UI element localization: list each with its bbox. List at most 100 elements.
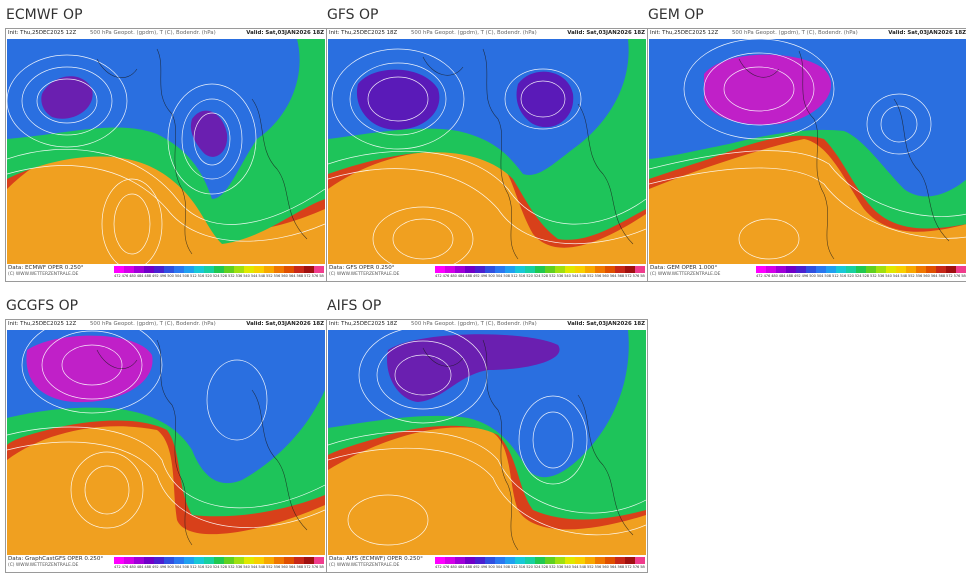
- color-scale-bar: [435, 266, 645, 273]
- color-scale-swatch: [535, 557, 546, 564]
- isobar-lines: [7, 54, 325, 264]
- color-scale-swatch: [766, 266, 777, 273]
- forecast-map[interactable]: Init: Thu,25DEC2025 18Z 500 hPa Geopot. …: [326, 28, 648, 282]
- coastlines: [422, 48, 634, 260]
- color-scale-swatch: [164, 557, 175, 564]
- color-scale-swatch: [545, 266, 556, 273]
- map-plot: [7, 330, 325, 555]
- color-scale-swatch: [184, 266, 195, 273]
- field-description: 500 hPa Geopot. (gpdm), T (C), Bodendr. …: [732, 30, 858, 36]
- map-plot: [328, 39, 646, 264]
- color-scale-swatch: [314, 266, 324, 273]
- valid-time: Valid: Sat,03JAN2026 18Z: [246, 30, 324, 36]
- color-scale-swatch: [505, 266, 516, 273]
- color-scale-bar: [435, 557, 645, 564]
- cold-region: [356, 69, 574, 130]
- valid-time: Valid: Sat,03JAN2026 18Z: [888, 30, 966, 36]
- init-time: Init: Thu,25DEC2025 18Z: [329, 30, 398, 36]
- color-scale-swatch: [605, 557, 616, 564]
- color-scale-swatch: [535, 266, 546, 273]
- color-scale-swatch: [786, 266, 797, 273]
- color-scale-swatch: [194, 557, 205, 564]
- color-scale-swatch: [124, 266, 135, 273]
- color-scale-swatch: [304, 266, 315, 273]
- valid-time: Valid: Sat,03JAN2026 18Z: [567, 321, 645, 327]
- map-footer: Data: AIFS (ECMWF) OPER 0.250° (C) WWW.W…: [327, 556, 647, 572]
- color-scale-swatch: [806, 266, 817, 273]
- color-scale-swatch: [475, 557, 486, 564]
- map-image: [7, 330, 325, 555]
- color-scale-swatch: [475, 266, 486, 273]
- color-scale-swatch: [204, 266, 215, 273]
- isobar-lines: [328, 330, 646, 546]
- color-scale-swatch: [485, 557, 496, 564]
- color-scale-swatch: [585, 557, 596, 564]
- color-scale-swatch: [595, 557, 606, 564]
- color-scale-swatch: [214, 557, 225, 564]
- color-scale-swatch: [274, 266, 285, 273]
- map-plot: [328, 330, 646, 555]
- init-time: Init: Thu,25DEC2025 12Z: [8, 321, 77, 327]
- website-credit: (C) WWW.WETTERZENTRALE.DE: [8, 563, 79, 568]
- color-scale-swatch: [956, 266, 966, 273]
- coastlines: [738, 50, 950, 260]
- map-header: Init: Thu,25DEC2025 12Z 500 hPa Geopot. …: [650, 30, 966, 39]
- color-scale-swatch: [836, 266, 847, 273]
- valid-time: Valid: Sat,03JAN2026 18Z: [567, 30, 645, 36]
- map-footer: Data: GraphCastGFS OPER 0.250° (C) WWW.W…: [6, 556, 326, 572]
- color-scale-swatch: [154, 266, 165, 273]
- forecast-map[interactable]: Init: Thu,25DEC2025 12Z 500 hPa Geopot. …: [5, 319, 327, 573]
- panel-title: GEM OP: [648, 7, 704, 23]
- color-scale-swatch: [585, 266, 596, 273]
- color-scale-swatch: [294, 266, 305, 273]
- color-scale-swatch: [635, 266, 645, 273]
- color-scale-swatch: [234, 266, 245, 273]
- coastlines: [96, 48, 308, 255]
- color-scale-swatch: [826, 266, 837, 273]
- color-scale-swatch: [224, 557, 235, 564]
- color-scale-swatch: [545, 557, 556, 564]
- color-scale-swatch: [254, 557, 265, 564]
- coastlines: [422, 339, 634, 551]
- color-scale-swatch: [936, 266, 947, 273]
- panel-title: ECMWF OP: [6, 7, 83, 23]
- color-scale-swatch: [244, 266, 255, 273]
- color-scale-swatch: [565, 266, 576, 273]
- color-scale-swatch: [254, 266, 265, 273]
- forecast-map[interactable]: Init: Thu,25DEC2025 18Z 500 hPa Geopot. …: [326, 319, 648, 573]
- color-scale-swatch: [525, 266, 536, 273]
- color-scale-swatch: [304, 557, 315, 564]
- forecast-map[interactable]: Init: Thu,25DEC2025 12Z 500 hPa Geopot. …: [5, 28, 327, 282]
- map-footer: Data: ECMWF OPER 0.250° (C) WWW.WETTERZE…: [6, 265, 326, 281]
- isobar-lines: [7, 330, 325, 529]
- field-description: 500 hPa Geopot. (gpdm), T (C), Bodendr. …: [90, 30, 216, 36]
- color-scale-swatch: [184, 557, 195, 564]
- color-scale-swatch: [846, 266, 857, 273]
- coastlines: [96, 339, 308, 546]
- color-scale-ticks: 472 476 480 484 488 492 496 500 504 508 …: [756, 274, 966, 278]
- color-scale-swatch: [445, 557, 456, 564]
- map-header: Init: Thu,25DEC2025 18Z 500 hPa Geopot. …: [329, 321, 645, 330]
- map-plot: [649, 39, 966, 264]
- map-header: Init: Thu,25DEC2025 12Z 500 hPa Geopot. …: [8, 321, 324, 330]
- website-credit: (C) WWW.WETTERZENTRALE.DE: [329, 272, 400, 277]
- color-scale-swatch: [284, 266, 295, 273]
- init-time: Init: Thu,25DEC2025 12Z: [650, 30, 719, 36]
- panel-title: GCGFS OP: [6, 298, 79, 314]
- color-scale-swatch: [485, 266, 496, 273]
- cold-region: [26, 335, 153, 403]
- map-footer: Data: GFS OPER 0.250° (C) WWW.WETTERZENT…: [327, 265, 647, 281]
- color-scale-swatch: [144, 266, 155, 273]
- data-source: Data: AIFS (ECMWF) OPER 0.250°: [329, 556, 423, 562]
- map-image: [7, 39, 325, 264]
- cold-region: [41, 76, 228, 157]
- color-scale-swatch: [114, 557, 125, 564]
- forecast-map[interactable]: Init: Thu,25DEC2025 12Z 500 hPa Geopot. …: [647, 28, 966, 282]
- field-description: 500 hPa Geopot. (gpdm), T (C), Bodendr. …: [411, 30, 537, 36]
- color-scale-swatch: [495, 557, 506, 564]
- warm-region: [328, 427, 646, 555]
- color-scale-swatch: [926, 266, 937, 273]
- warm-region: [649, 139, 966, 264]
- website-credit: (C) WWW.WETTERZENTRALE.DE: [8, 272, 79, 277]
- color-scale-swatch: [214, 266, 225, 273]
